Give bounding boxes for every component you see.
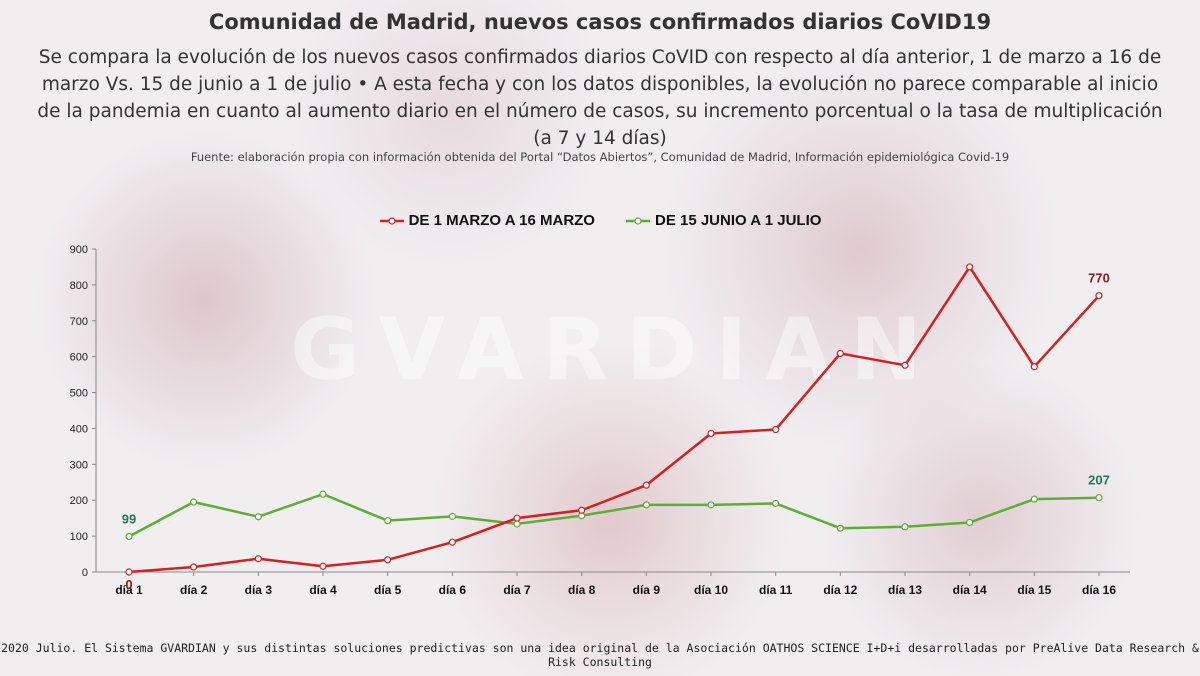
y-tick-label: 900 (70, 244, 88, 256)
data-point (1030, 363, 1038, 371)
x-tick-label: día 12 (823, 583, 857, 597)
x-tick-label: día 5 (374, 583, 402, 597)
data-point (384, 517, 392, 525)
x-tick-label: día 9 (633, 583, 661, 597)
data-point (319, 490, 327, 498)
y-tick-label: 0 (82, 567, 88, 579)
data-label: 207 (1088, 473, 1110, 488)
series-line-green (128, 492, 1100, 538)
y-tick-label: 600 (70, 352, 88, 364)
x-tick-label: día 1 (115, 583, 143, 597)
legend-swatch-green (625, 216, 650, 225)
data-point (836, 524, 844, 532)
legend-item-green: DE 15 JUNIO A 1 JULIO (625, 212, 821, 229)
data-point (448, 512, 456, 520)
x-tick-label: día 6 (439, 583, 467, 597)
data-point (125, 568, 133, 576)
y-tick-label: 300 (70, 459, 88, 471)
data-point (513, 514, 521, 522)
data-point (190, 498, 198, 506)
y-tick-label: 800 (70, 280, 88, 292)
y-tick-label: 200 (70, 495, 88, 507)
data-point (707, 429, 715, 438)
data-point (448, 538, 456, 546)
x-tick-label: día 13 (888, 583, 922, 597)
x-tick-label: día 16 (1082, 583, 1116, 597)
x-tick-label: día 8 (568, 583, 596, 597)
x-tick-label: día 14 (953, 583, 987, 597)
data-point (513, 520, 521, 528)
footer-note: 2020 Julio. El Sistema GVARDIAN y sus di… (1, 641, 1199, 669)
data-point (319, 562, 327, 570)
x-tick-label: día 2 (180, 583, 208, 597)
x-tick-label: día 15 (1017, 583, 1051, 597)
legend-label-green: DE 15 JUNIO A 1 JULIO (654, 212, 822, 229)
y-tick-label: 400 (70, 423, 88, 435)
data-point (966, 518, 974, 527)
data-point (1095, 494, 1103, 502)
data-point (901, 523, 909, 531)
legend-swatch-red (379, 216, 404, 225)
chart-title: Comunidad de Madrid, nuevos casos confir… (208, 10, 992, 34)
data-point (125, 532, 133, 541)
source-note: Fuente: elaboración propia con informaci… (190, 150, 1010, 164)
data-point (190, 563, 198, 571)
x-tick-label: día 11 (759, 583, 793, 597)
data-label: 0 (125, 577, 132, 592)
data-point (772, 499, 780, 508)
watermark: GVARDIAN (289, 300, 940, 400)
y-tick-label: 100 (70, 531, 88, 543)
y-tick-label: 500 (70, 388, 88, 400)
x-tick-label: día 3 (245, 583, 273, 597)
data-point (707, 501, 715, 509)
data-point (772, 425, 780, 434)
x-tick-label: día 7 (503, 583, 531, 597)
series-line-red (128, 265, 1100, 574)
data-point (578, 506, 586, 514)
legend-item-red: DE 1 MARZO A 16 MARZO (379, 212, 595, 229)
chart-subtitle: Se compara la evolución de los nuevos ca… (37, 47, 1163, 149)
data-point (254, 555, 262, 563)
x-tick-label: día 10 (694, 583, 728, 597)
data-point (1095, 292, 1103, 300)
data-point (254, 513, 262, 521)
data-point (642, 481, 650, 489)
data-point (384, 556, 392, 564)
legend: DE 1 MARZO A 16 MARZO DE 15 JUNIO A 1 JU… (0, 212, 1200, 229)
y-tick-label: 700 (70, 316, 88, 328)
x-tick-label: día 4 (309, 583, 337, 597)
data-point (836, 349, 844, 358)
data-point (901, 361, 909, 369)
data-point (966, 263, 974, 271)
legend-label-red: DE 1 MARZO A 16 MARZO (408, 212, 595, 229)
data-label: 770 (1088, 271, 1110, 286)
data-point (1030, 495, 1038, 503)
data-label: 99 (122, 511, 136, 526)
data-point (642, 501, 650, 509)
